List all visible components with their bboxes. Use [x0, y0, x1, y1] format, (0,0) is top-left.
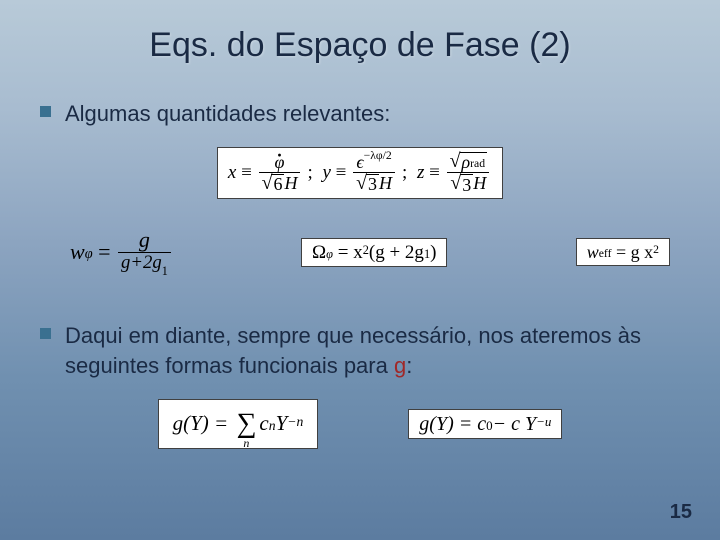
eq-g-power: g(Y) = c0 − c Y−u	[408, 409, 562, 439]
eq-g-sum: g(Y) = ∑n cn Y−n	[158, 399, 319, 449]
bullet-2: Daqui em diante, sempre que necessário, …	[40, 321, 680, 380]
bullet-square-icon	[40, 106, 51, 117]
equation-row-g-forms: g(Y) = ∑n cn Y−n g(Y) = c0 − c Y−u	[40, 399, 680, 449]
eq-w-phi: wφ = g g+2g1	[70, 229, 173, 275]
equation-row-derived: wφ = g g+2g1 Ωφ = x2(g + 2g1) weff = g x…	[40, 229, 680, 275]
slide: Eqs. do Espaço de Fase (2) Algumas quant…	[0, 0, 720, 540]
bullet-2-text: Daqui em diante, sempre que necessário, …	[65, 321, 680, 380]
page-number: 15	[670, 501, 692, 524]
eq-omega-phi: Ωφ = x2(g + 2g1)	[301, 238, 447, 267]
eq-w-eff: weff = g x2	[576, 238, 670, 266]
eq-xyz-definitions: x ≡ φ √6H ; y ≡ ϵ−λφ/2 √3H ; z ≡ √ρrad √…	[217, 147, 503, 200]
bullet-square-icon	[40, 328, 51, 339]
bullet-1-text: Algumas quantidades relevantes:	[65, 99, 390, 129]
slide-title: Eqs. do Espaço de Fase (2)	[40, 26, 680, 65]
bullet-1: Algumas quantidades relevantes:	[40, 99, 680, 129]
accent-g: g	[394, 353, 406, 378]
equation-row-definitions: x ≡ φ √6H ; y ≡ ϵ−λφ/2 √3H ; z ≡ √ρrad √…	[40, 147, 680, 200]
